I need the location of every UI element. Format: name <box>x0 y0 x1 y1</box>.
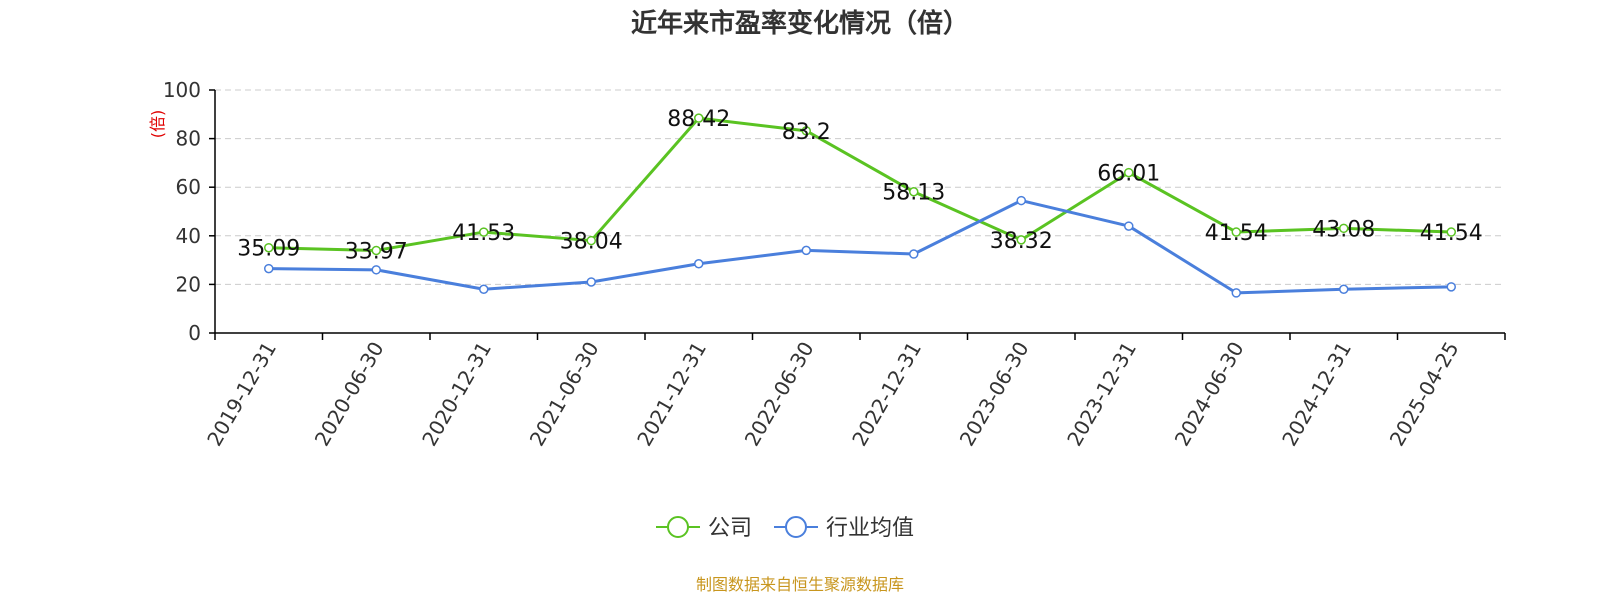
data-label: 38.32 <box>990 229 1053 254</box>
data-point <box>1016 235 1026 245</box>
x-tick-label: 2020-12-31 <box>417 338 496 451</box>
data-point <box>694 113 704 123</box>
y-tick-label: 0 <box>188 321 201 345</box>
data-label: 35.09 <box>237 237 300 262</box>
x-tick-label: 2023-06-30 <box>955 338 1034 451</box>
legend-label: 公司 <box>708 516 752 541</box>
data-point <box>479 284 489 295</box>
data-label: 41.54 <box>1205 221 1268 246</box>
legend-marker <box>785 516 807 538</box>
x-tick-label: 2019-12-31 <box>202 338 281 451</box>
x-tick-label: 2025-04-25 <box>1385 338 1464 451</box>
data-point <box>264 242 274 253</box>
legend-item-0[interactable]: 公司 <box>656 516 752 541</box>
data-point <box>371 245 381 256</box>
data-label: 66.01 <box>1097 162 1160 187</box>
y-tick-labels: 0 20 40 60 80 100 <box>163 78 201 345</box>
data-point <box>1446 282 1456 292</box>
series-line-1 <box>268 199 1452 295</box>
data-label: 41.54 <box>1420 221 1483 246</box>
y-tick-label: 60 <box>176 175 201 199</box>
legend[interactable]: 公司 行业均值 <box>656 516 914 541</box>
data-point <box>1231 227 1241 237</box>
series-lines <box>264 113 1456 298</box>
x-tick-labels: 2019-12-31 2020-06-30 2020-12-31 2021-06-30… <box>202 338 1463 451</box>
legend-marker <box>667 516 689 538</box>
data-point <box>371 265 381 275</box>
y-tick-label: 100 <box>163 78 201 102</box>
x-tick-label: 2024-12-31 <box>1277 338 1356 451</box>
data-label: 41.53 <box>452 221 515 246</box>
y-tick-label: 20 <box>176 272 201 296</box>
data-label: 58.13 <box>882 181 945 206</box>
x-tick-label: 2022-06-30 <box>740 338 819 451</box>
y-tick-label: 40 <box>176 224 201 248</box>
data-label: 33.97 <box>345 239 408 264</box>
data-point <box>1124 167 1134 178</box>
data-point <box>586 235 596 246</box>
data-point <box>1339 284 1349 295</box>
data-point <box>909 186 919 197</box>
data-point <box>264 263 274 274</box>
x-tick-label: 2020-06-30 <box>310 338 389 451</box>
data-point <box>1124 221 1134 231</box>
x-tick-label: 2022-12-31 <box>847 338 926 451</box>
data-point <box>801 126 811 136</box>
grid-lines <box>215 89 1505 285</box>
x-tick-label: 2023-12-31 <box>1062 338 1141 451</box>
data-label: 38.04 <box>560 230 623 255</box>
data-point <box>479 227 489 237</box>
data-point <box>801 245 811 256</box>
data-point <box>909 249 919 259</box>
x-tick-label: 2021-06-30 <box>525 338 604 451</box>
legend-label: 行业均值 <box>826 516 914 541</box>
data-point <box>586 277 596 287</box>
x-tick-label: 2024-06-30 <box>1170 338 1249 451</box>
data-labels: 35.09 33.97 41.53 38.04 88.42 83.2 58.13 38.32 6… <box>237 107 1482 264</box>
data-point <box>1339 223 1349 234</box>
chart-title: 近年来市盈率变化情况（倍） <box>631 8 969 39</box>
data-point <box>1231 288 1241 298</box>
x-tick-label: 2021-12-31 <box>632 338 711 451</box>
series-line-0 <box>268 116 1452 252</box>
source-note: 制图数据来自恒生聚源数据库 <box>696 575 904 594</box>
data-point <box>1446 227 1456 237</box>
y-axis-label: (倍) <box>148 110 167 139</box>
data-point <box>694 258 704 269</box>
data-label: 83.2 <box>782 120 831 145</box>
legend-item-1[interactable]: 行业均值 <box>774 516 914 541</box>
data-label: 88.42 <box>667 107 730 132</box>
y-tick-label: 80 <box>176 127 201 151</box>
data-label: 43.08 <box>1312 217 1375 242</box>
data-point <box>1016 195 1026 206</box>
axes <box>209 89 1506 340</box>
